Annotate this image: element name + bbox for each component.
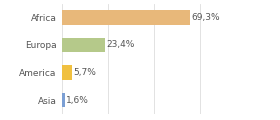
Text: 69,3%: 69,3%: [191, 13, 220, 22]
Text: 5,7%: 5,7%: [74, 68, 97, 77]
Text: 1,6%: 1,6%: [66, 96, 89, 105]
Text: 23,4%: 23,4%: [106, 41, 135, 49]
Bar: [62, 93, 65, 107]
Bar: [62, 65, 72, 80]
Bar: [62, 10, 190, 25]
Bar: [62, 38, 105, 52]
